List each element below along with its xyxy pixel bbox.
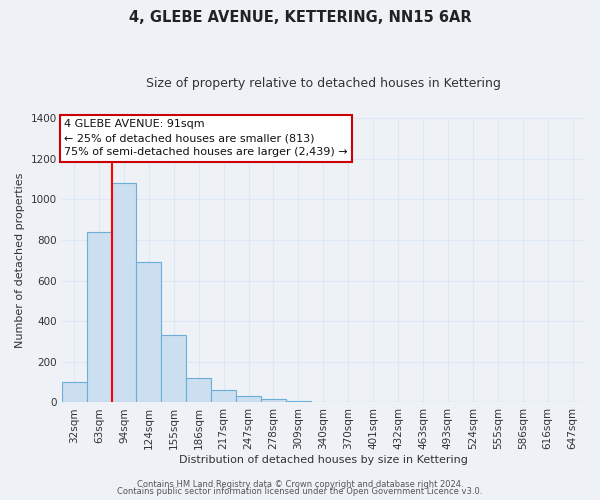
Bar xyxy=(62,382,86,402)
Bar xyxy=(261,400,286,402)
Bar xyxy=(112,183,136,402)
Bar xyxy=(186,378,211,402)
Bar xyxy=(136,262,161,402)
Bar xyxy=(161,336,186,402)
Bar xyxy=(236,396,261,402)
Y-axis label: Number of detached properties: Number of detached properties xyxy=(15,172,25,348)
Text: 4 GLEBE AVENUE: 91sqm
← 25% of detached houses are smaller (813)
75% of semi-det: 4 GLEBE AVENUE: 91sqm ← 25% of detached … xyxy=(64,120,348,158)
Text: 4, GLEBE AVENUE, KETTERING, NN15 6AR: 4, GLEBE AVENUE, KETTERING, NN15 6AR xyxy=(128,10,472,25)
Title: Size of property relative to detached houses in Kettering: Size of property relative to detached ho… xyxy=(146,78,501,90)
Bar xyxy=(211,390,236,402)
X-axis label: Distribution of detached houses by size in Kettering: Distribution of detached houses by size … xyxy=(179,455,468,465)
Bar xyxy=(86,232,112,402)
Text: Contains public sector information licensed under the Open Government Licence v3: Contains public sector information licen… xyxy=(118,488,482,496)
Text: Contains HM Land Registry data © Crown copyright and database right 2024.: Contains HM Land Registry data © Crown c… xyxy=(137,480,463,489)
